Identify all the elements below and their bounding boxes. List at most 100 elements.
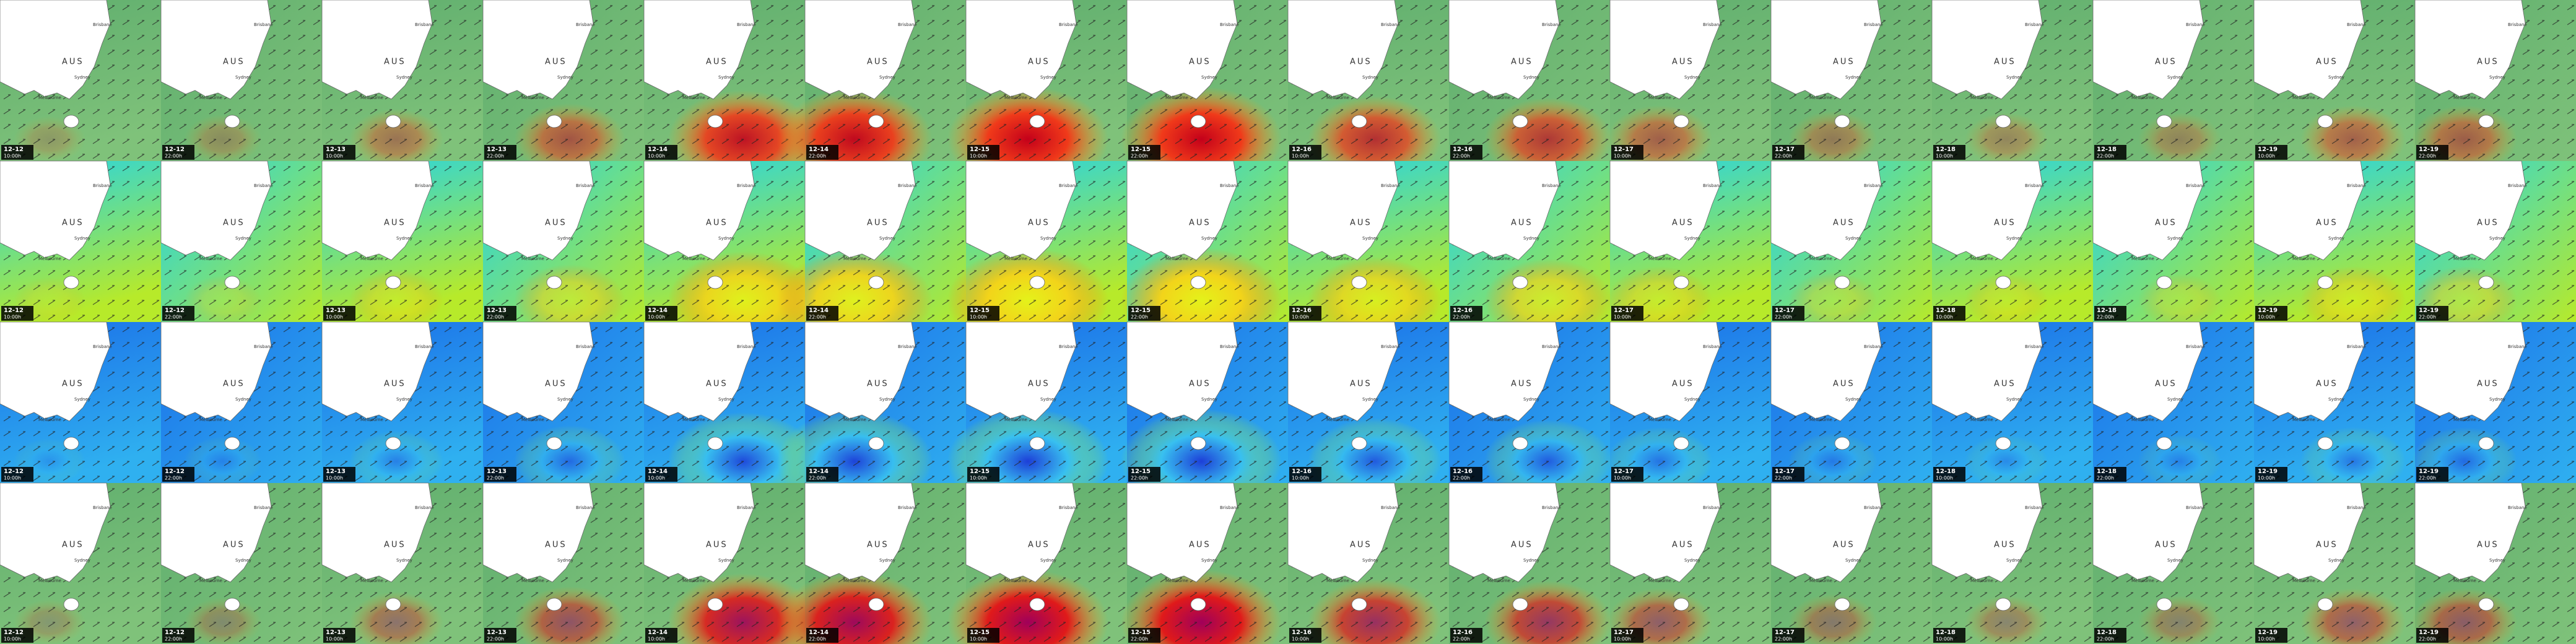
city-label: Sydney [2489,75,2505,80]
city-label: Brisbane [1864,505,1883,510]
tasmania [1029,437,1045,450]
date-label: 12-19 [2419,468,2439,475]
country-label: AUS [1511,541,1533,550]
time-label: 22:00h [165,154,182,159]
date-badge [967,467,999,482]
date-badge [1450,467,1482,482]
date-label: 12-12 [165,146,185,153]
date-label: 12-13 [487,307,507,314]
city-label: Sydney [2328,75,2344,80]
city-label: Melbourne [2131,256,2154,261]
date-badge [967,145,999,160]
city-label: Sydney [2167,397,2183,402]
country-label: AUS [62,219,84,228]
country-label: AUS [1350,58,1372,67]
time-label: 22:00h [1131,315,1148,320]
city-label: Brisbane [415,22,434,27]
tasmania [224,598,240,611]
tasmania [1190,276,1206,289]
city-label: Brisbane [2508,183,2527,188]
date-label: 12-16 [1292,629,1312,636]
city-label: Brisbane [1703,183,1722,188]
time-label: 22:00h [1453,637,1470,642]
land [1448,482,1560,583]
city-label: Sydney [396,236,412,241]
date-label: 12-14 [648,307,668,314]
land [804,321,916,422]
date-badge [1289,145,1321,160]
city-label: Sydney [1362,75,1378,80]
date-badge [967,628,999,643]
date-badge [484,467,516,482]
time-label: 10:00h [648,315,665,320]
city-label: Brisbane [2347,22,2366,27]
date-badge [806,467,838,482]
date-label: 12-14 [648,468,668,475]
date-label: 12-17 [1614,468,1634,475]
time-label: 10:00h [2258,315,2275,320]
time-label: 22:00h [2419,476,2436,481]
date-label: 12-19 [2419,146,2439,153]
time-label: 10:00h [648,154,665,159]
time-label: 10:00h [326,476,343,481]
time-label: 22:00h [1131,637,1148,642]
date-badge [806,145,838,160]
city-label: Sydney [235,75,251,80]
time-label: 10:00h [4,154,21,159]
time-label: 22:00h [2097,476,2114,481]
tasmania [1995,437,2011,450]
city-label: Melbourne [682,95,705,100]
tasmania [2317,437,2333,450]
city-label: Melbourne [682,417,705,422]
country-label: AUS [867,380,889,389]
date-label: 12-15 [1131,307,1151,314]
city-label: Brisbane [576,22,595,27]
country-label: AUS [545,380,567,389]
date-label: 12-13 [326,307,346,314]
city-label: Melbourne [1326,256,1349,261]
time-label: 22:00h [809,154,826,159]
country-label: AUS [1994,219,2016,228]
city-label: Brisbane [1542,22,1561,27]
land [0,321,111,422]
tasmania [546,437,562,450]
city-label: Sydney [1040,236,1056,241]
city-label: Brisbane [254,183,273,188]
land [160,0,272,100]
land [643,0,755,100]
time-label: 10:00h [326,315,343,320]
date-label: 12-15 [970,468,990,475]
date-label: 12-18 [1936,468,1956,475]
date-label: 12-13 [326,629,346,636]
time-label: 10:00h [2258,476,2275,481]
country-label: AUS [2477,380,2499,389]
time-label: 22:00h [1775,476,1792,481]
date-badge [2094,145,2126,160]
city-label: Brisbane [1220,183,1239,188]
time-label: 10:00h [1292,154,1309,159]
date-badge [2255,306,2287,321]
date-label: 12-16 [1453,468,1473,475]
date-label: 12-14 [648,629,668,636]
city-label: Melbourne [360,95,383,100]
city-label: Melbourne [521,417,544,422]
date-label: 12-13 [487,146,507,153]
city-label: Melbourne [360,578,383,583]
tasmania [1029,276,1045,289]
land [1287,0,1399,100]
tasmania [2317,276,2333,289]
tasmania [868,598,884,611]
land [482,160,594,261]
land [321,321,433,422]
country-label: AUS [1028,58,1050,67]
